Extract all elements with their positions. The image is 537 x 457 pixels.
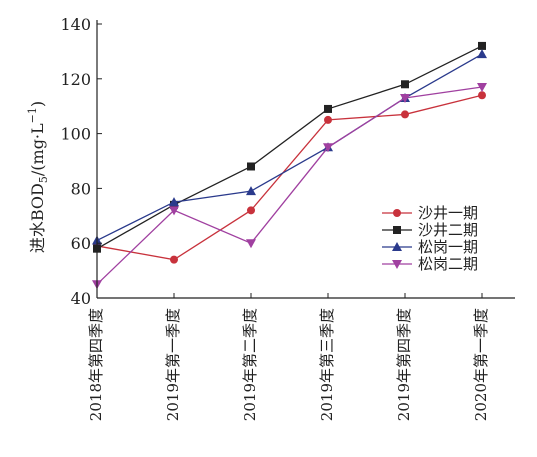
axes: 40 60 80 100 120 140 2018年第四季度 2019年第一季度 2019年第二… bbox=[60, 15, 515, 421]
legend-item: 松岗一期 bbox=[382, 238, 478, 256]
data-point bbox=[401, 80, 409, 89]
legend-item: 沙井二期 bbox=[382, 221, 478, 239]
x-tick-label: 2018年第四季度 bbox=[87, 308, 105, 421]
data-point bbox=[323, 143, 333, 153]
y-axis-title-superscript: −1 bbox=[26, 107, 39, 123]
x-tick-label: 2019年第四季度 bbox=[395, 308, 413, 421]
legend-marker bbox=[392, 242, 402, 251]
y-tick-label: 120 bbox=[60, 70, 91, 89]
data-point bbox=[170, 255, 178, 264]
x-tick-label: 2019年第二季度 bbox=[241, 308, 259, 421]
x-tick-label: 2019年第一季度 bbox=[164, 308, 182, 421]
series-line bbox=[96, 45, 483, 250]
legend-marker bbox=[392, 260, 402, 269]
legend-label: 松岗一期 bbox=[418, 238, 478, 256]
y-axis-title-close: ) bbox=[28, 101, 47, 107]
legend-label: 沙井一期 bbox=[418, 204, 478, 222]
data-point bbox=[477, 83, 487, 93]
series-line bbox=[96, 94, 483, 261]
y-axis-title: 进水BOD5/(mg·L−1) bbox=[26, 101, 50, 253]
y-axis-title-main: 进水BOD bbox=[28, 183, 47, 253]
y-tick-label: 40 bbox=[71, 289, 91, 308]
data-point bbox=[247, 206, 255, 215]
y-tick-label: 60 bbox=[71, 234, 91, 253]
data-point bbox=[169, 197, 179, 207]
data-point bbox=[324, 104, 332, 113]
legend-marker bbox=[393, 226, 401, 234]
data-point bbox=[478, 91, 486, 100]
series-layer bbox=[92, 41, 487, 290]
legend-label: 沙井二期 bbox=[418, 221, 478, 239]
y-axis-title-subscript: 5 bbox=[37, 176, 50, 183]
y-axis-title-unit: /(mg·L bbox=[28, 123, 47, 176]
data-point bbox=[169, 206, 179, 216]
x-tick-label: 2020年第一季度 bbox=[472, 308, 490, 421]
series-line bbox=[96, 86, 483, 285]
data-point bbox=[324, 115, 332, 124]
data-point bbox=[246, 239, 256, 249]
y-tick-label: 80 bbox=[71, 179, 91, 198]
x-tick-label: 2019年第三季度 bbox=[318, 308, 336, 421]
y-tick-label: 140 bbox=[60, 15, 91, 34]
data-point bbox=[246, 186, 256, 196]
data-point bbox=[247, 162, 255, 171]
legend-label: 松岗二期 bbox=[418, 255, 478, 273]
data-point bbox=[477, 49, 487, 59]
data-point bbox=[478, 41, 486, 50]
legend-marker bbox=[393, 209, 401, 217]
y-tick-label: 100 bbox=[60, 125, 91, 144]
data-point bbox=[400, 93, 410, 103]
legend-item: 松岗二期 bbox=[382, 255, 478, 273]
data-point bbox=[401, 110, 409, 119]
legend-item: 沙井一期 bbox=[382, 204, 478, 222]
series-line bbox=[96, 53, 483, 242]
series-4 bbox=[92, 83, 487, 290]
